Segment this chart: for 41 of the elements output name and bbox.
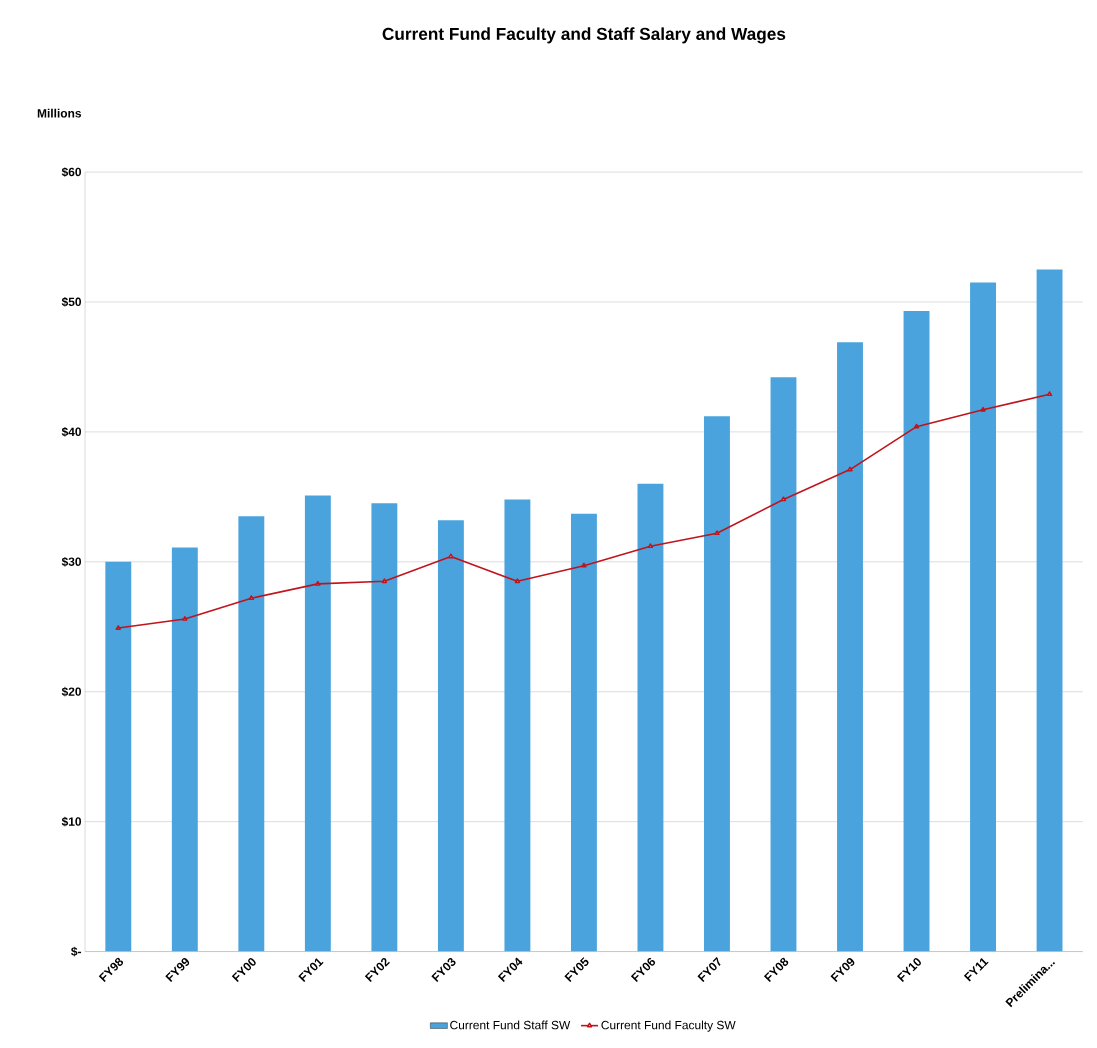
- bar: [105, 561, 132, 952]
- point: [248, 595, 255, 601]
- y-tick-label: $10: [61, 816, 82, 827]
- point: [514, 578, 521, 584]
- y-tick-label: $20: [61, 686, 82, 697]
- bar: [171, 547, 198, 952]
- point: [913, 423, 920, 429]
- bar: [570, 513, 597, 952]
- bar: [238, 516, 265, 952]
- legend-label: Current Fund Staff SW: [450, 1020, 571, 1030]
- point: [647, 543, 654, 549]
- point: [847, 466, 853, 472]
- bar: [304, 495, 331, 952]
- point: [381, 578, 388, 584]
- bar: [903, 311, 930, 952]
- point: [980, 406, 986, 412]
- point: [581, 562, 587, 568]
- bar: [770, 377, 797, 952]
- chart-title: Current Fund Faculty and Staff Salary and Wages: [382, 27, 786, 44]
- bar: [504, 499, 531, 952]
- point: [182, 616, 188, 621]
- point: [780, 496, 787, 502]
- point: [1046, 391, 1053, 397]
- legend-label: Current Fund Faculty SW: [601, 1020, 736, 1032]
- bar: [637, 483, 664, 952]
- point: [115, 625, 121, 630]
- bar: [371, 503, 398, 952]
- y-tick-label: $40: [61, 427, 82, 437]
- point: [315, 580, 321, 586]
- bar: [837, 342, 863, 952]
- bar: [1036, 269, 1063, 952]
- bar: [437, 520, 464, 952]
- y-tick-label: $-: [71, 946, 82, 957]
- point: [714, 530, 720, 536]
- y-tick-label: $60: [61, 167, 82, 177]
- point: [448, 553, 454, 559]
- bar: [704, 416, 730, 952]
- y-axis-title: Millions: [37, 108, 82, 118]
- y-tick-label: $50: [61, 297, 82, 307]
- y-tick-label: $30: [61, 556, 82, 567]
- bar: [970, 282, 996, 952]
